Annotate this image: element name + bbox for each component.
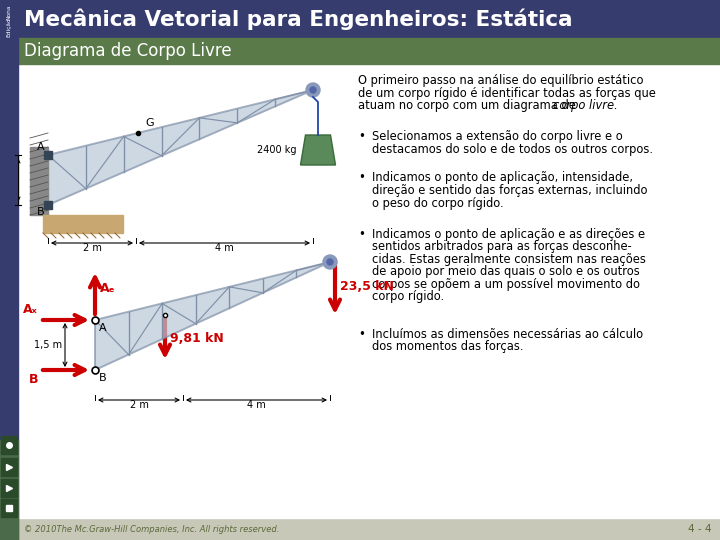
Text: 2400 kg: 2400 kg [257,145,297,155]
Text: •: • [358,328,365,341]
Circle shape [310,87,316,93]
Text: O primeiro passo na análise do equilíbrio estático: O primeiro passo na análise do equilíbri… [358,74,644,87]
Text: Indicamos o ponto de aplicação, intensidade,: Indicamos o ponto de aplicação, intensid… [372,172,633,185]
Text: 1,5 m: 1,5 m [34,340,62,350]
Text: A: A [99,323,107,333]
Bar [43,215,123,233]
Text: direção e sentido das forças externas, incluindo: direção e sentido das forças externas, i… [372,184,647,197]
Polygon shape [300,135,336,165]
Text: 4 m: 4 m [215,243,234,253]
Bar [1,479,17,497]
Polygon shape [48,90,313,205]
Text: Mecânica Vetorial para Engenheiros: Estática: Mecânica Vetorial para Engenheiros: Está… [24,8,572,30]
Bar [1,436,17,454]
Text: •: • [358,228,365,241]
Text: G: G [145,118,153,128]
Bar [1,499,17,517]
Text: Diagrama de Corpo Livre: Diagrama de Corpo Livre [24,42,232,60]
Text: Edição: Edição [6,17,12,37]
Text: cidas. Estas geralmente consistem nas reações: cidas. Estas geralmente consistem nas re… [372,253,646,266]
Text: 2 m: 2 m [130,400,148,410]
Text: 2 m: 2 m [83,243,102,253]
Text: B: B [29,373,38,386]
Text: B: B [37,207,45,217]
Text: corpo livre.: corpo livre. [553,99,618,112]
Text: de apoio por meio das quais o solo e os outros: de apoio por meio das quais o solo e os … [372,265,640,278]
Text: sentidos arbitrados para as forças desconhe-: sentidos arbitrados para as forças desco… [372,240,631,253]
Text: corpos se opõem a um possível movimento do: corpos se opõem a um possível movimento … [372,278,640,291]
Text: 9,81 kN: 9,81 kN [170,332,224,345]
Bar [18,0,720,38]
Text: A: A [37,142,45,152]
Text: •: • [358,172,365,185]
Text: Aₑ: Aₑ [100,282,116,295]
Bar [18,64,720,518]
Bar [0,0,18,540]
Text: Nona: Nona [6,5,12,21]
Circle shape [306,83,320,97]
Text: © 2010The Mc.Graw-Hill Companies, Inc. All rights reserved.: © 2010The Mc.Graw-Hill Companies, Inc. A… [24,524,279,534]
Text: 1,5 m: 1,5 m [0,175,15,185]
Text: destacamos do solo e de todos os outros corpos.: destacamos do solo e de todos os outros … [372,143,653,156]
Circle shape [327,259,333,265]
Bar [0,440,18,540]
Bar [1,458,17,476]
Text: B: B [99,373,107,383]
Text: Indicamos o ponto de aplicação e as direções e: Indicamos o ponto de aplicação e as dire… [372,228,645,241]
Bar [18,38,720,64]
Text: 4 - 4: 4 - 4 [688,524,712,534]
Text: atuam no corpo com um diagrama de: atuam no corpo com um diagrama de [358,99,580,112]
Text: •: • [358,130,365,143]
Text: dos momentos das forças.: dos momentos das forças. [372,340,523,353]
Text: corpo rígido.: corpo rígido. [372,291,444,303]
Text: de um corpo rígido é identificar todas as forças que: de um corpo rígido é identificar todas a… [358,86,656,99]
Text: Incluímos as dimensões necessárias ao cálculo: Incluímos as dimensões necessárias ao cá… [372,328,643,341]
Polygon shape [95,262,330,370]
Text: Aₓ: Aₓ [23,303,38,316]
Bar [30,147,48,215]
Text: Selecionamos a extensão do corpo livre e o: Selecionamos a extensão do corpo livre e… [372,130,623,143]
Text: 23,5 kN: 23,5 kN [340,280,394,294]
Circle shape [323,255,337,269]
Text: 4 m: 4 m [247,400,266,410]
Text: o peso do corpo rígido.: o peso do corpo rígido. [372,197,503,210]
